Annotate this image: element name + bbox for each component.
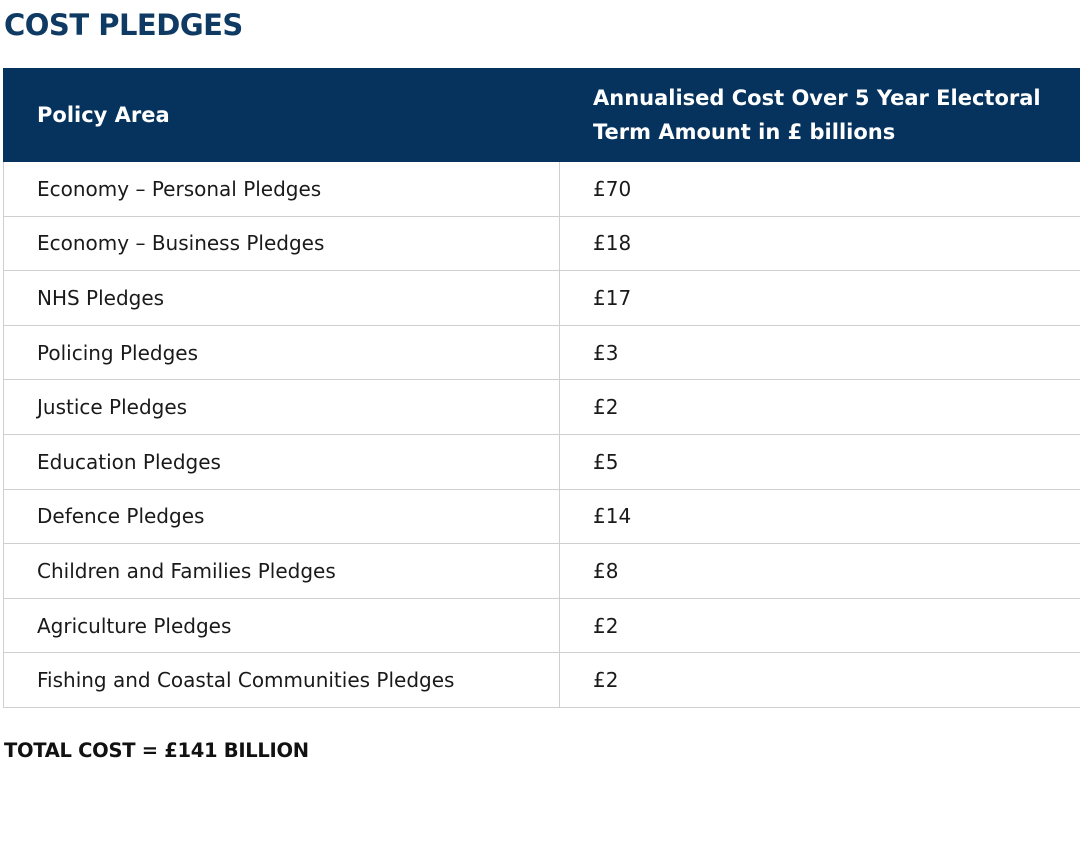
amount-cell: £2	[559, 652, 1080, 708]
table-row: NHS Pledges £17	[3, 270, 1080, 326]
policy-area-cell: Economy – Personal Pledges	[3, 161, 560, 217]
header-row: Policy Area Annualised Cost Over 5 Year …	[3, 68, 1080, 162]
table-row: Children and Families Pledges £8	[3, 543, 1080, 599]
amount-cell: £17	[559, 270, 1080, 326]
table-row: Economy – Personal Pledges £70	[3, 161, 1080, 217]
amount-cell: £5	[559, 433, 1080, 490]
table-row: Defence Pledges £14	[3, 488, 1080, 545]
policy-area-cell: Education Pledges	[3, 433, 560, 490]
amount-cell: £70	[559, 161, 1080, 217]
amount-cell: £2	[559, 379, 1080, 435]
table-row: Policing Pledges £3	[3, 324, 1080, 381]
policy-area-cell: Policing Pledges	[3, 324, 560, 381]
amount-cell: £18	[559, 215, 1080, 272]
table-row: Economy – Business Pledges £18	[3, 215, 1080, 272]
policy-area-cell: Children and Families Pledges	[3, 543, 560, 599]
column-header-policy-area: Policy Area	[3, 68, 560, 162]
cost-table-container: Policy Area Annualised Cost Over 5 Year …	[3, 68, 1080, 708]
amount-cell: £14	[559, 488, 1080, 545]
amount-cell: £8	[559, 543, 1080, 599]
policy-area-cell: Agriculture Pledges	[3, 597, 560, 654]
total-cost: TOTAL COST = £141 BILLION	[4, 739, 309, 762]
page-title: COST PLEDGES	[4, 8, 243, 42]
policy-area-cell: Justice Pledges	[3, 379, 560, 435]
table-body: Economy – Personal Pledges £70 Economy –…	[3, 161, 1080, 708]
table-row: Fishing and Coastal Communities Pledges …	[3, 652, 1080, 708]
amount-cell: £2	[559, 597, 1080, 654]
amount-cell: £3	[559, 324, 1080, 381]
policy-area-cell: Fishing and Coastal Communities Pledges	[3, 652, 560, 708]
table-row: Agriculture Pledges £2	[3, 597, 1080, 654]
table-row: Justice Pledges £2	[3, 379, 1080, 435]
policy-area-cell: NHS Pledges	[3, 270, 560, 326]
policy-area-cell: Economy – Business Pledges	[3, 215, 560, 272]
table-row: Education Pledges £5	[3, 433, 1080, 490]
cost-table: Policy Area Annualised Cost Over 5 Year …	[3, 68, 1080, 708]
table-header: Policy Area Annualised Cost Over 5 Year …	[3, 68, 1080, 162]
policy-area-cell: Defence Pledges	[3, 488, 560, 545]
column-header-annualised-cost: Annualised Cost Over 5 Year Electoral Te…	[559, 68, 1080, 162]
